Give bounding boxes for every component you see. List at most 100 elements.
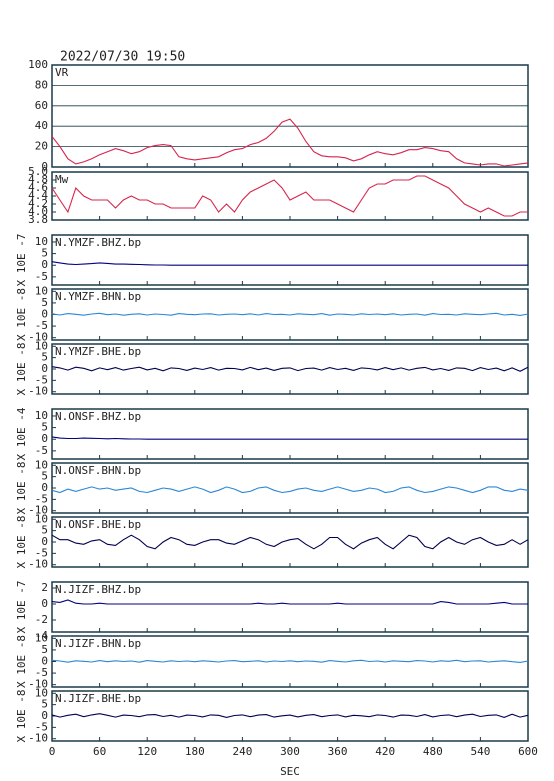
y-tick-label: -5 bbox=[35, 720, 48, 733]
panel-label: N.YMZF.BHE.bp bbox=[55, 345, 141, 358]
y-tick-label: 5 bbox=[41, 698, 48, 711]
y-tick-label: 20 bbox=[35, 140, 48, 153]
x-tick-label: 540 bbox=[470, 745, 490, 758]
y-tick-label: 10 bbox=[35, 458, 48, 471]
data-line bbox=[51, 118, 529, 167]
y-tick-label: 5 bbox=[41, 643, 48, 656]
y-tick-label: 0 bbox=[41, 481, 48, 494]
y-tick-label: 100 bbox=[28, 58, 48, 71]
panel-label: N.ONSF.BHE.bp bbox=[55, 518, 141, 531]
y-tick-label: 10 bbox=[35, 284, 48, 297]
y-tick-label: 0 bbox=[41, 362, 48, 375]
y-tick-label: 4.0 bbox=[28, 205, 48, 218]
y-tick-label: -5 bbox=[35, 492, 48, 505]
panel-label: N.JIZF.BHE.bp bbox=[55, 692, 141, 705]
y-tick-label: 5 bbox=[41, 470, 48, 483]
panel-label: N.YMZF.BHN.bp bbox=[55, 290, 141, 303]
data-line bbox=[51, 534, 529, 550]
panel-label: N.JIZF.BHZ.bp bbox=[55, 583, 141, 596]
y-axis-label: X 10E -7 bbox=[15, 234, 28, 287]
y-tick-label: 5 bbox=[41, 247, 48, 260]
data-line bbox=[51, 175, 528, 217]
panel-frame bbox=[51, 64, 529, 168]
y-tick-label: -10 bbox=[28, 558, 48, 571]
y-axis-label: X 10E -8 bbox=[15, 288, 28, 341]
y-tick-label: 10 bbox=[35, 686, 48, 699]
y-tick-label: -10 bbox=[28, 678, 48, 691]
y-tick-label: 5.0 bbox=[28, 165, 48, 178]
y-tick-label: 10 bbox=[35, 512, 48, 525]
y-axis-label: X 10E -8 bbox=[15, 516, 28, 569]
y-tick-label: -5 bbox=[35, 546, 48, 559]
y-tick-label: -10 bbox=[28, 732, 48, 745]
y-tick-label: 0 bbox=[41, 597, 48, 610]
y-tick-label: 0 bbox=[41, 709, 48, 722]
y-tick-label: 0 bbox=[41, 160, 48, 173]
y-tick-label: 5 bbox=[41, 351, 48, 364]
y-tick-label: 40 bbox=[35, 119, 48, 132]
y-tick-label: 10 bbox=[35, 235, 48, 248]
y-tick-label: -5 bbox=[35, 319, 48, 332]
x-tick-label: 360 bbox=[328, 745, 348, 758]
panel-label: N.JIZF.BHN.bp bbox=[55, 637, 141, 650]
x-tick-label: 180 bbox=[185, 745, 205, 758]
y-tick-label: -4 bbox=[35, 629, 49, 642]
data-line bbox=[51, 366, 529, 372]
y-tick-label: 80 bbox=[35, 78, 48, 91]
panel-label: N.YMZF.BHZ.bp bbox=[55, 236, 141, 249]
chart-title: 2022/07/30 19:50 bbox=[60, 50, 185, 65]
y-tick-label: 4.6 bbox=[28, 181, 48, 194]
y-axis-label: X 10E -7 bbox=[15, 581, 28, 634]
data-line bbox=[51, 713, 529, 718]
y-tick-label: 0 bbox=[41, 535, 48, 548]
y-axis-label: X 10E -8 bbox=[15, 343, 28, 396]
y-tick-label: -2 bbox=[35, 613, 48, 626]
y-tick-label: 0 bbox=[41, 258, 48, 271]
data-line bbox=[51, 599, 528, 605]
panel-label: VR bbox=[55, 66, 69, 79]
data-line bbox=[51, 312, 529, 316]
y-tick-label: -10 bbox=[28, 385, 48, 398]
x-tick-label: 420 bbox=[375, 745, 395, 758]
panel-label: N.ONSF.BHN.bp bbox=[55, 464, 141, 477]
y-axis-label: X 10E -8 bbox=[15, 635, 28, 688]
x-tick-label: 240 bbox=[232, 745, 252, 758]
y-tick-label: 4.8 bbox=[28, 173, 48, 186]
y-tick-label: 0 bbox=[41, 655, 48, 668]
y-axis-label: X 10E -4 bbox=[15, 407, 28, 460]
y-tick-label: 60 bbox=[35, 99, 48, 112]
x-tick-label: 0 bbox=[49, 745, 56, 758]
y-tick-label: 4.4 bbox=[28, 189, 48, 202]
x-tick-label: 300 bbox=[280, 745, 300, 758]
y-tick-label: 4.2 bbox=[28, 197, 48, 210]
x-tick-label: 480 bbox=[423, 745, 443, 758]
data-line bbox=[51, 436, 528, 440]
y-tick-label: -5 bbox=[35, 666, 48, 679]
data-line bbox=[51, 659, 529, 663]
panel-label: Mw bbox=[55, 173, 69, 186]
y-tick-label: 5 bbox=[41, 296, 48, 309]
data-line bbox=[51, 486, 529, 494]
y-tick-label: -5 bbox=[35, 444, 48, 457]
y-tick-label: 10 bbox=[35, 339, 48, 352]
y-tick-label: 5 bbox=[41, 421, 48, 434]
y-tick-label: -10 bbox=[28, 331, 48, 344]
y-tick-label: 10 bbox=[35, 631, 48, 644]
data-line bbox=[51, 261, 528, 266]
x-tick-label: 60 bbox=[93, 745, 106, 758]
y-axis-label: X 10E -8 bbox=[15, 690, 28, 743]
y-tick-label: 5 bbox=[41, 524, 48, 537]
x-tick-label: 600 bbox=[518, 745, 538, 758]
y-tick-label: -5 bbox=[35, 270, 48, 283]
y-tick-label: -5 bbox=[35, 373, 48, 386]
y-axis-label: X 10E -8 bbox=[15, 462, 28, 515]
y-tick-label: -10 bbox=[28, 504, 48, 517]
panel-label: N.ONSF.BHZ.bp bbox=[55, 410, 141, 423]
x-axis-label: SEC bbox=[280, 765, 300, 778]
y-tick-label: 0 bbox=[41, 432, 48, 445]
y-tick-label: 2 bbox=[41, 581, 48, 594]
y-tick-label: 0 bbox=[41, 308, 48, 321]
x-tick-label: 120 bbox=[137, 745, 157, 758]
y-tick-label: 3.8 bbox=[28, 213, 48, 226]
